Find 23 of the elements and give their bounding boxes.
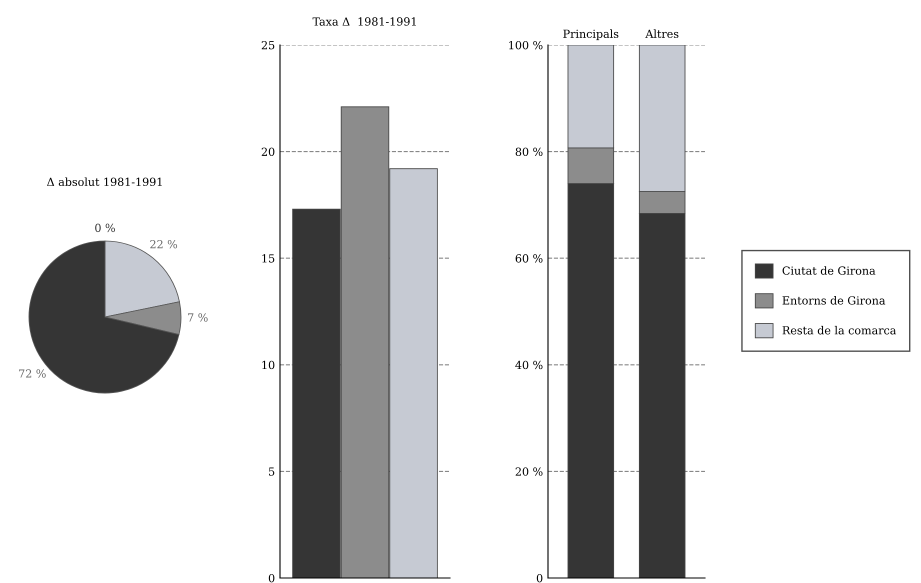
chart-title: Taxa Δ 1981-1991 — [312, 17, 416, 26]
data-label: 72 % — [19, 369, 46, 378]
y-tick-label: 0 — [268, 574, 274, 582]
y-tick-label: 0 — [536, 574, 542, 582]
x-tick-label: Altres — [645, 29, 678, 38]
y-tick-label: 20 — [262, 148, 274, 156]
data-label: 22 % — [150, 240, 178, 248]
y-tick-label: 5 — [269, 468, 274, 476]
y-tick-label: 10 — [262, 360, 274, 370]
chart-title: Δ absolut 1981-1991 — [47, 177, 162, 186]
legend-label: Resta de la comarca — [782, 326, 896, 334]
y-tick-label: 80 % — [516, 148, 543, 156]
y-tick-label: 40 % — [515, 360, 543, 370]
x-tick-label: Principals — [563, 29, 618, 40]
y-tick-label: 25 — [262, 40, 274, 50]
y-tick-label: 20 % — [516, 467, 543, 476]
text: 0 % — [95, 224, 115, 232]
y-tick-label: 100 % — [509, 40, 543, 50]
data-label: 7 % — [188, 313, 208, 322]
legend-label: Entorns de Girona — [782, 296, 886, 305]
y-tick-label: 15 — [262, 254, 274, 263]
y-tick-label: 60 % — [516, 254, 543, 263]
legend-label: Ciutat de Girona — [782, 266, 876, 275]
